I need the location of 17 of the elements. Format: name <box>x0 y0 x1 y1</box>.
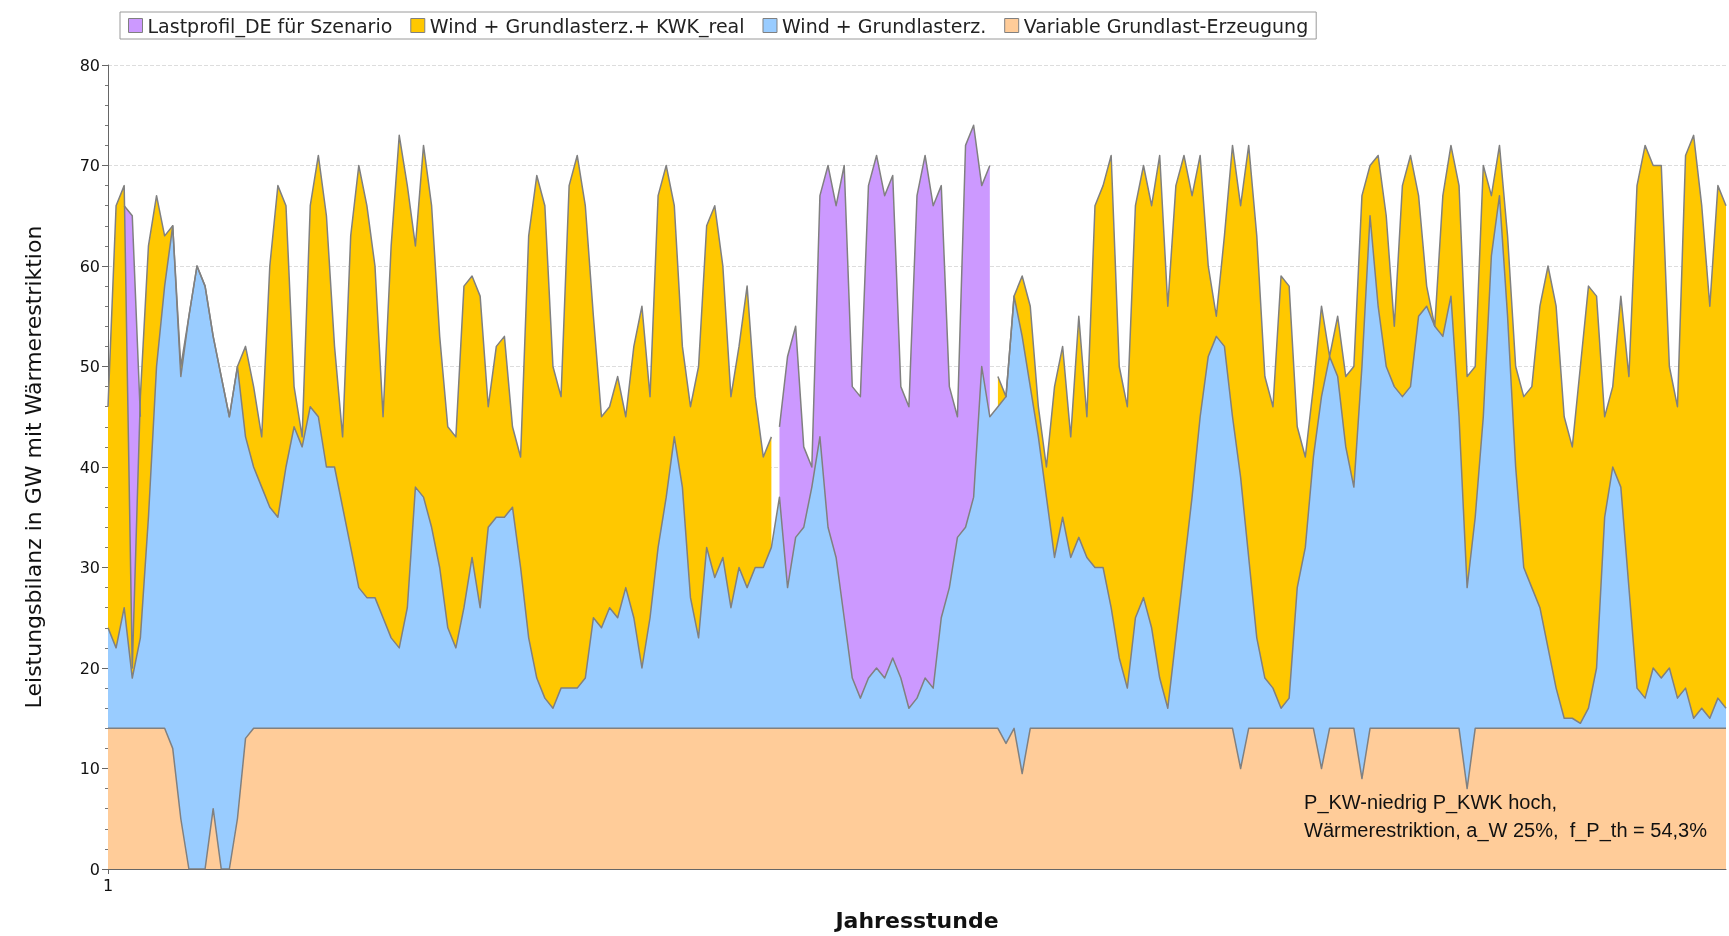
legend-label: Wind + Grundlasterz.+ KWK_real <box>429 14 745 38</box>
y-axis-title: Leistungsbilanz in GW mit Wärmerestriktion <box>20 225 46 709</box>
y-tick-label: 10 <box>79 759 100 778</box>
y-tick-label: 0 <box>89 859 100 879</box>
y-tick-label: 30 <box>79 558 100 577</box>
y-tick-label: 20 <box>79 658 100 678</box>
legend-label: Wind + Grundlasterz. <box>781 14 987 37</box>
y-tick-label: 70 <box>79 156 100 175</box>
y-tick-label: 80 <box>79 55 100 75</box>
y-tick-label: 50 <box>79 357 100 376</box>
x-tick-label: 1 <box>102 875 114 895</box>
y-tick-label: 60 <box>79 256 100 276</box>
x-axis-title: Jahresstunde <box>833 907 999 933</box>
annotation: P_KW-niedrig P_KWK hoch, Wärmerestriktion, a_W 25%, f_P_th = 54,3% <box>1304 791 1708 842</box>
legend-label: Lastprofil_DE für Szenario <box>147 14 393 38</box>
legend-label: Variable Grundlast-Erzeugung <box>1023 14 1309 37</box>
y-tick-label: 40 <box>79 457 100 477</box>
